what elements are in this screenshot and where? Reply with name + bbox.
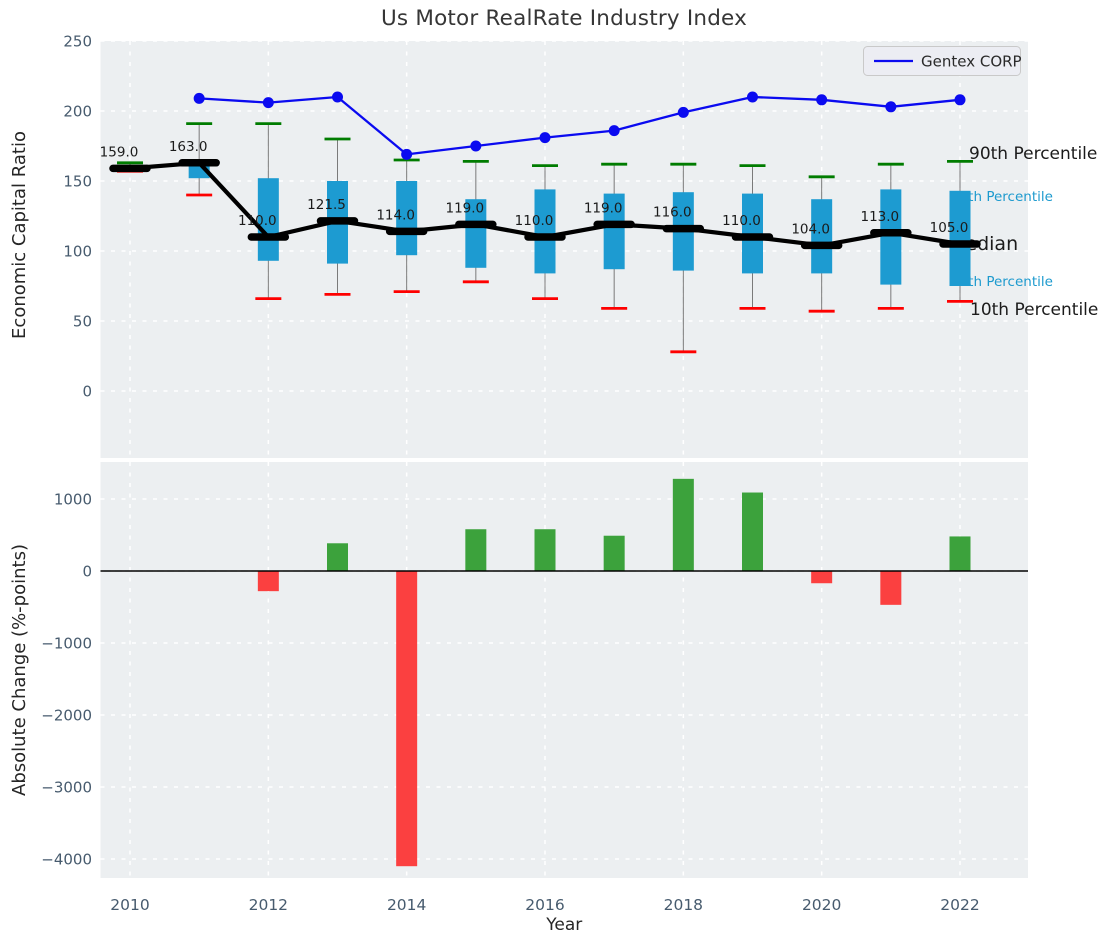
gentex-point (816, 94, 828, 106)
annotation-75th-percentile: 75th Percentile (951, 189, 1053, 205)
y-tick-label: 0 (82, 383, 92, 401)
median-value-label: 110.0 (515, 213, 554, 229)
gridlines (100, 40, 1028, 458)
bar-2015 (465, 529, 487, 571)
box-2017 (603, 193, 625, 270)
bar-2012 (257, 571, 279, 592)
median-value-label: 104.0 (791, 221, 830, 237)
median-value-label: 121.5 (307, 197, 346, 213)
y-tick-label: 1000 (54, 491, 92, 509)
gentex-point (470, 140, 482, 152)
legend-box (863, 46, 1021, 76)
change-bars (257, 478, 971, 867)
legend-label: Gentex CORP (921, 53, 1022, 71)
x-tick-label: 2016 (525, 896, 564, 914)
gentex-markers (193, 91, 966, 160)
x-tick-label: 2022 (940, 896, 979, 914)
y-tick-label: 0 (82, 563, 92, 581)
median-value-label: 105.0 (930, 220, 969, 236)
y-tick-label: −4000 (41, 851, 92, 869)
y-tick-label: 200 (63, 103, 92, 121)
annotation-25th-percentile: 25th Percentile (951, 274, 1053, 290)
annotation-10th-percentile: 10th Percentile (970, 300, 1098, 320)
gentex-point (193, 92, 205, 104)
x-tick-label: 2018 (664, 896, 703, 914)
bottom-chart: 1000 0 −1000 −2000 −3000 −4000 Absolute Change… (9, 462, 1028, 878)
gentex-line (199, 95, 961, 156)
x-axis-label: Year (545, 915, 582, 935)
bar-2018 (672, 478, 694, 571)
y-tick-label: 50 (73, 313, 92, 331)
box-2022 (949, 190, 971, 286)
gentex-point (677, 106, 689, 118)
gentex-point (401, 148, 413, 160)
gentex-point (954, 94, 966, 106)
box-2016 (534, 189, 556, 274)
chart-title: Us Motor RealRate Industry Index (380, 6, 748, 31)
top-chart: 250 200 150 100 50 0 Economic Capital Ratio 90t… (9, 33, 1098, 458)
gentex-point (747, 91, 759, 103)
x-tick-label: 2010 (110, 896, 149, 914)
y-tick-label: 250 (63, 33, 92, 51)
plot-background (100, 462, 1028, 878)
box-2014 (396, 181, 418, 256)
y-tick-label: −2000 (41, 707, 92, 725)
x-tick-label: 2014 (387, 896, 426, 914)
x-axis: 2010 2012 2014 2016 2018 2020 2022 Year (110, 896, 979, 935)
median-value-label: 110.0 (722, 213, 761, 229)
median-value-label: 113.0 (861, 209, 900, 225)
median-value-label: 114.0 (376, 207, 415, 223)
gentex-point (262, 97, 274, 109)
bar-2017 (603, 535, 625, 571)
median-value-label: 119.0 (446, 200, 485, 216)
median-value-label: 163.0 (169, 139, 208, 155)
bar-2013 (327, 543, 349, 571)
legend: Gentex CORP (863, 46, 1022, 76)
y-axis-label-top: Economic Capital Ratio (9, 131, 30, 339)
whiskers (117, 122, 974, 354)
bar-2020 (811, 571, 833, 584)
y-tick-label: −3000 (41, 779, 92, 797)
gentex-point (332, 91, 344, 103)
y-axis-label-bottom: Absolute Change (%-points) (9, 544, 30, 796)
bar-2019 (742, 492, 764, 571)
y-tick-label: 150 (63, 173, 92, 191)
y-tick-label: 100 (63, 243, 92, 261)
gentex-point (885, 101, 897, 113)
bar-2016 (534, 529, 556, 571)
box-2015 (465, 199, 487, 268)
x-tick-label: 2012 (249, 896, 288, 914)
gentex-point (608, 125, 620, 137)
annotation-90th-percentile: 90th Percentile (969, 144, 1097, 164)
median-value-label: 159.0 (100, 144, 139, 160)
y-tick-label: −1000 (41, 635, 92, 653)
median-value-label: 116.0 (653, 205, 692, 221)
bar-2021 (880, 571, 902, 605)
median-value-label: 110.0 (238, 213, 277, 229)
bar-2014 (396, 571, 418, 867)
median-value-label: 119.0 (584, 200, 623, 216)
x-tick-label: 2020 (802, 896, 841, 914)
gentex-point (539, 132, 551, 144)
box-2021 (880, 189, 902, 285)
median-value-labels: 159.0 163.0 110.0 121.5 114.0 119.0 110.0 119.0… (100, 139, 969, 238)
box-2020 (811, 199, 833, 274)
bar-2022 (949, 536, 971, 571)
median-markers (109, 159, 981, 250)
